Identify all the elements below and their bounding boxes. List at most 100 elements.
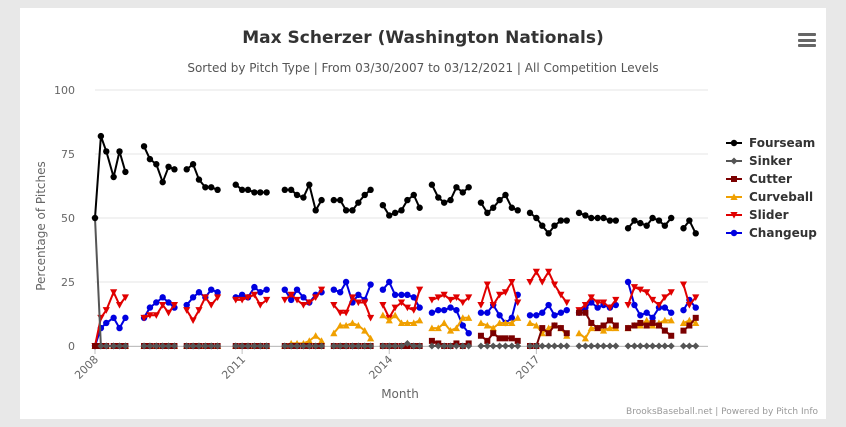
fourseam-point xyxy=(337,196,344,204)
slider-point xyxy=(643,289,651,296)
fourseam-point xyxy=(410,191,417,199)
legend-item-curveball[interactable]: Curveball xyxy=(726,190,813,204)
sinker-point xyxy=(434,342,442,350)
changeup-point xyxy=(146,304,154,311)
cutter-point xyxy=(92,343,98,349)
chart-container: Max Scherzer (Washington Nationals) Sort… xyxy=(20,8,826,419)
slider-point xyxy=(501,289,510,296)
fourseam-point xyxy=(312,207,319,214)
fourseam-point xyxy=(539,222,546,229)
sinker-point xyxy=(587,342,595,350)
sinker-point xyxy=(624,342,632,350)
series-fourseam[interactable] xyxy=(91,132,699,237)
slider-point xyxy=(287,291,295,299)
curveball-point xyxy=(312,332,320,339)
slider-point xyxy=(526,279,534,286)
cutter-point xyxy=(649,319,656,326)
slider-point xyxy=(477,302,485,309)
legend-item-cutter[interactable]: Cutter xyxy=(726,172,792,186)
slider-point xyxy=(489,302,497,309)
y-tick-label: 25 xyxy=(61,276,75,289)
sinker-point xyxy=(557,342,565,350)
changeup-point xyxy=(477,309,485,316)
slider-point xyxy=(391,304,399,312)
slider-point xyxy=(214,294,222,301)
curveball-point xyxy=(489,324,497,332)
fourseam-point xyxy=(281,186,288,194)
fourseam-point xyxy=(428,181,436,188)
legend-item-fourseam[interactable]: Fourseam xyxy=(726,136,815,150)
fourseam-point xyxy=(637,219,644,227)
curveball-point xyxy=(477,319,485,326)
fourseam-point xyxy=(214,186,221,194)
curveball-point xyxy=(692,319,700,326)
slider-point xyxy=(170,302,179,309)
slider-point xyxy=(679,281,688,289)
fourseam-point xyxy=(557,217,565,224)
slider-point xyxy=(624,302,632,309)
cutter-point xyxy=(477,332,484,339)
curveball-point xyxy=(501,319,510,326)
legend: Fourseam Sinker Cutter Curveball Slider Chang… xyxy=(726,136,817,240)
sinker-point xyxy=(97,342,105,350)
legend-item-sinker[interactable]: Sinker xyxy=(726,154,792,168)
curveball-point xyxy=(495,319,504,326)
changeup-point xyxy=(643,309,650,316)
slider-point xyxy=(514,299,522,307)
changeup-point xyxy=(545,301,552,309)
slider-point xyxy=(299,302,308,309)
sinker-point xyxy=(214,342,222,350)
changeup-point xyxy=(624,278,632,286)
y-axis-title: Percentage of Pitches xyxy=(34,161,48,291)
x-tick-label: 2011 xyxy=(219,353,248,382)
slider-point xyxy=(367,314,375,322)
sinker-point xyxy=(643,342,651,350)
slider-point xyxy=(563,299,571,307)
cutter-point xyxy=(661,327,668,334)
cutter-point xyxy=(514,337,521,344)
slider-line xyxy=(529,270,568,304)
fourseam-point xyxy=(551,222,558,229)
sinker-point xyxy=(170,342,178,350)
fourseam-point xyxy=(367,186,374,194)
changeup-point xyxy=(116,324,123,332)
cutter-point xyxy=(576,309,583,316)
fourseam-point xyxy=(477,199,485,206)
slider-point xyxy=(317,286,326,294)
sinker-point xyxy=(526,342,534,350)
plot-area xyxy=(91,132,700,350)
sinker-point xyxy=(532,342,540,350)
changeup-point xyxy=(103,319,110,327)
slider-point xyxy=(164,309,173,317)
series-sinker[interactable] xyxy=(91,214,700,350)
slider-point xyxy=(587,294,595,301)
y-axis-tick-labels: 0 25 50 75 100 xyxy=(54,84,75,353)
slider-point xyxy=(685,302,693,309)
changeup-point xyxy=(484,309,491,316)
changeup-point xyxy=(263,286,270,293)
legend-item-changeup[interactable]: Changeup xyxy=(726,226,817,240)
legend-item-slider[interactable]: Slider xyxy=(726,208,789,222)
curveball-point xyxy=(643,316,651,324)
cutter-point xyxy=(539,325,546,332)
fourseam-point xyxy=(386,212,393,219)
cutter-point xyxy=(680,327,687,334)
changeup-point xyxy=(508,314,516,322)
changeup-point xyxy=(281,286,288,293)
context-menu-icon[interactable] xyxy=(798,33,816,47)
line-chart: Max Scherzer (Washington Nationals) Sort… xyxy=(34,28,818,417)
fourseam-point xyxy=(686,217,693,224)
fourseam-point xyxy=(624,225,632,232)
sinker-point xyxy=(250,342,258,350)
sinker-point xyxy=(428,342,436,350)
sinker-point xyxy=(465,342,473,350)
fourseam-point xyxy=(514,207,521,214)
sinker-point xyxy=(330,342,338,350)
chart-credits[interactable]: BrooksBaseball.net | Powered by Pitch In… xyxy=(626,407,818,417)
cutter-point xyxy=(686,322,693,329)
fourseam-point xyxy=(122,168,129,176)
curveball-point xyxy=(385,316,393,324)
curveball-point xyxy=(434,324,442,332)
cutter-point xyxy=(643,322,650,329)
fourseam-point xyxy=(435,194,442,201)
